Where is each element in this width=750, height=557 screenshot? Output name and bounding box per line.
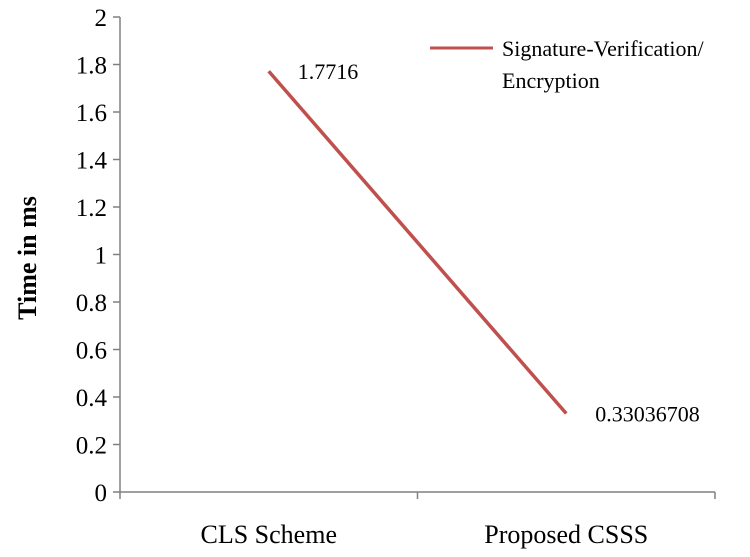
y-tick-label: 0.6 [76, 338, 107, 365]
axes [119, 17, 716, 499]
legend-label-line-1: Signature-Verification/ [502, 36, 704, 61]
y-tick-label: 1.4 [76, 148, 108, 175]
x-category-label: CLS Scheme [201, 520, 338, 549]
series-lines [267, 70, 568, 415]
legend-label-line-2: Encryption [502, 68, 600, 93]
y-axis-ticks: 0 0.2 0.4 0.6 0.8 1 1.2 1.4 1.6 1.8 2 [76, 5, 120, 507]
y-tick-label: 0.8 [76, 290, 107, 317]
y-tick-label: 1 [95, 243, 108, 270]
y-tick-label: 0.4 [76, 385, 108, 412]
y-tick-label: 1.2 [76, 195, 107, 222]
data-labels: 1.7716 0.33036708 [298, 59, 700, 426]
y-axis-title: Time in ms [13, 196, 42, 320]
y-tick-label: 0.2 [76, 433, 107, 460]
y-tick-label: 1.6 [76, 100, 107, 127]
legend: Signature-Verification/ Encryption [430, 36, 704, 93]
data-label: 0.33036708 [595, 402, 700, 427]
y-tick-label: 0 [95, 480, 108, 507]
y-tick-label: 2 [95, 5, 108, 32]
series-line [267, 70, 568, 415]
data-label: 1.7716 [298, 59, 359, 84]
x-category-label: Proposed CSSS [484, 520, 648, 549]
x-axis-categories: CLS Scheme Proposed CSSS [201, 520, 649, 549]
y-tick-label: 1.8 [76, 53, 107, 80]
